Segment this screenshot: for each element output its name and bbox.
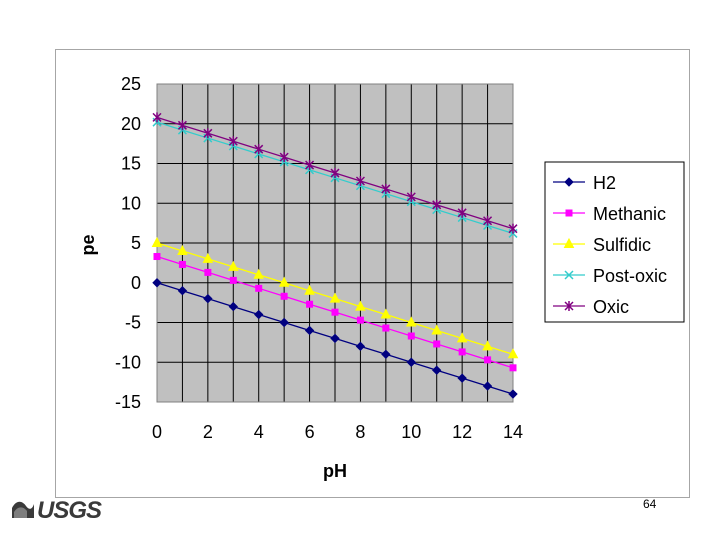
data-point	[228, 301, 238, 312]
data-point	[382, 324, 390, 332]
data-point	[406, 357, 416, 367]
x-tick-label: 4	[254, 422, 264, 442]
data-point	[407, 332, 415, 340]
data-point	[432, 365, 442, 375]
y-tick-label: 25	[121, 74, 141, 94]
x-tick-label: 2	[203, 422, 213, 442]
usgs-logo-text: USGS	[37, 497, 102, 520]
legend-label: Methanic	[593, 204, 666, 224]
y-tick-label: -10	[115, 352, 141, 372]
y-tick-label: 15	[121, 154, 141, 174]
pe-ph-chart: 25 20 15 10 5 0 -5 -10 -15 0 2 4 6 8 10 12 14 H2 Methanic…	[78, 74, 685, 481]
data-point	[329, 292, 341, 303]
data-point	[306, 300, 314, 308]
x-tick-label: 8	[355, 422, 365, 442]
data-point	[304, 325, 315, 336]
data-point	[507, 348, 519, 359]
data-point	[152, 112, 162, 123]
data-point	[330, 168, 340, 179]
data-point	[278, 276, 290, 287]
data-point	[253, 268, 265, 279]
data-point	[304, 284, 315, 295]
data-point	[203, 128, 213, 139]
data-point	[564, 301, 574, 311]
y-axis-label: pe	[78, 234, 98, 255]
data-point	[254, 309, 264, 320]
data-point	[228, 136, 238, 147]
data-point	[279, 152, 289, 163]
data-point	[355, 300, 366, 311]
data-point	[484, 356, 492, 364]
data-point	[564, 270, 574, 280]
data-point	[482, 340, 493, 351]
data-point	[202, 252, 214, 263]
x-tick-label: 10	[401, 422, 421, 442]
data-point	[331, 308, 339, 316]
y-tick-label: 20	[121, 114, 141, 134]
data-point	[330, 333, 340, 344]
data-point	[178, 260, 186, 268]
usgs-logo: USGS	[12, 497, 103, 520]
data-point	[152, 278, 162, 288]
data-point	[457, 373, 467, 383]
y-tick-label: 10	[121, 193, 141, 213]
data-point	[279, 317, 289, 328]
data-point	[509, 364, 517, 372]
data-point	[255, 284, 263, 292]
y-tick-label: 5	[131, 233, 141, 253]
data-point	[204, 268, 212, 276]
data-point	[483, 215, 493, 226]
data-point	[565, 209, 573, 217]
x-tick-label: 6	[305, 422, 315, 442]
legend-label: Sulfidic	[593, 235, 651, 255]
data-point	[406, 191, 416, 202]
data-point	[482, 381, 493, 391]
x-tick-label: 0	[152, 422, 162, 442]
data-point	[153, 253, 161, 261]
legend-label: Oxic	[593, 297, 629, 317]
data-point	[254, 144, 264, 155]
data-point	[381, 349, 391, 360]
data-point	[280, 292, 288, 300]
data-point	[151, 236, 163, 247]
x-tick-label: 14	[503, 422, 523, 442]
y-tick-label: 0	[131, 273, 141, 293]
data-point	[227, 260, 239, 271]
data-point	[508, 223, 518, 234]
x-axis-label: pH	[323, 461, 347, 481]
y-tick-label: -15	[115, 392, 141, 412]
data-point	[203, 293, 213, 304]
data-point	[355, 341, 366, 352]
data-point	[381, 183, 391, 194]
x-tick-label: 12	[452, 422, 472, 442]
data-point	[432, 199, 442, 210]
data-point	[177, 120, 187, 131]
page-number: 64	[643, 497, 657, 511]
data-point	[563, 237, 575, 248]
data-point	[456, 332, 468, 343]
data-point	[457, 207, 467, 218]
data-point	[229, 276, 237, 284]
data-point	[356, 316, 364, 324]
data-point	[564, 177, 574, 187]
legend-label: Post-oxic	[593, 266, 667, 286]
chart-area: 25 20 15 10 5 0 -5 -10 -15 0 2 4 6 8 10 12 14 H2 Methanic…	[55, 49, 690, 498]
data-point	[458, 348, 466, 356]
data-point	[380, 308, 392, 319]
y-tick-label: -5	[125, 313, 141, 333]
data-point	[431, 324, 443, 335]
data-point	[177, 244, 188, 255]
data-point	[405, 316, 417, 327]
data-point	[355, 175, 365, 186]
data-point	[177, 285, 188, 296]
data-point	[508, 389, 518, 399]
data-point	[305, 160, 315, 171]
legend-label: H2	[593, 173, 616, 193]
data-point	[433, 340, 441, 348]
